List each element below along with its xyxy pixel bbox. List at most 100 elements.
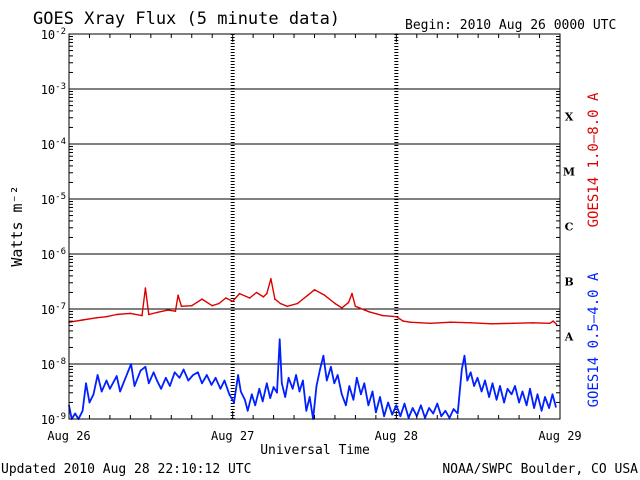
data-point bbox=[341, 393, 343, 396]
data-point bbox=[552, 320, 554, 322]
data-point bbox=[237, 374, 239, 376]
data-point bbox=[345, 404, 347, 407]
data-point bbox=[124, 378, 126, 381]
plot-frame bbox=[68, 33, 561, 420]
data-point bbox=[141, 314, 143, 317]
data-point bbox=[197, 371, 199, 374]
data-point bbox=[375, 411, 377, 414]
y-tick-label: 10-3 bbox=[41, 82, 66, 97]
data-point bbox=[269, 397, 272, 399]
data-point bbox=[210, 384, 213, 386]
data-point bbox=[302, 379, 304, 382]
data-point bbox=[544, 396, 546, 398]
data-point bbox=[214, 377, 217, 379]
y-axis-label: Watts m⁻² bbox=[8, 185, 26, 266]
y-axis-ticks: 10-2 10-3 10-4 10-5 10-6 10-7 10-8 10-9 bbox=[41, 27, 560, 427]
y-tick-label: 10-4 bbox=[41, 137, 66, 152]
data-point bbox=[244, 399, 246, 401]
data-point bbox=[399, 415, 402, 418]
data-point bbox=[81, 319, 84, 321]
data-point bbox=[403, 402, 406, 405]
data-point bbox=[402, 320, 405, 322]
data-point bbox=[555, 406, 557, 408]
data-point bbox=[258, 388, 261, 390]
data-point bbox=[148, 313, 150, 316]
data-point bbox=[223, 379, 226, 382]
data-point bbox=[231, 300, 234, 303]
data-point bbox=[248, 297, 251, 299]
data-point bbox=[330, 366, 332, 368]
data-point bbox=[411, 407, 414, 409]
data-point bbox=[466, 379, 469, 382]
data-point bbox=[436, 402, 439, 405]
y-tick-label: 10-5 bbox=[41, 192, 66, 207]
data-point bbox=[100, 390, 103, 393]
data-point bbox=[119, 390, 121, 393]
data-point bbox=[440, 415, 443, 418]
data-point bbox=[456, 412, 459, 415]
data-point bbox=[144, 287, 147, 289]
data-point bbox=[206, 374, 208, 376]
data-point bbox=[463, 354, 466, 357]
x-tick-label: Aug 29 bbox=[538, 429, 581, 443]
data-point bbox=[470, 322, 473, 324]
data-point bbox=[219, 388, 222, 390]
y-tick-label: 10-2 bbox=[41, 27, 66, 42]
data-point bbox=[476, 377, 479, 379]
data-point bbox=[246, 410, 249, 412]
data-point bbox=[81, 410, 84, 412]
data-point bbox=[333, 382, 336, 385]
x-axis-label: Universal Time bbox=[260, 443, 370, 458]
data-point bbox=[295, 374, 297, 376]
grid-layer bbox=[69, 34, 560, 419]
data-point bbox=[352, 399, 355, 401]
data-point bbox=[240, 390, 242, 393]
data-point bbox=[371, 390, 374, 393]
data-point bbox=[351, 292, 353, 295]
data-point bbox=[211, 304, 213, 307]
flare-class-label: X bbox=[565, 111, 574, 124]
data-point bbox=[432, 412, 435, 415]
data-point bbox=[298, 390, 301, 393]
data-point bbox=[274, 298, 276, 300]
data-point bbox=[420, 404, 422, 407]
data-point bbox=[139, 369, 142, 372]
data-point bbox=[491, 382, 494, 385]
data-point bbox=[383, 415, 385, 418]
data-point bbox=[178, 377, 181, 379]
series-layer bbox=[68, 278, 558, 420]
data-point bbox=[319, 368, 321, 371]
data-point bbox=[305, 410, 308, 412]
data-point bbox=[469, 371, 472, 374]
begin-time: Begin: 2010 Aug 26 0000 UTC bbox=[405, 18, 616, 33]
data-point bbox=[363, 382, 366, 385]
data-point bbox=[92, 393, 95, 396]
data-point bbox=[360, 393, 362, 396]
data-point bbox=[105, 315, 108, 318]
data-point bbox=[444, 410, 447, 412]
x-axis-ticks: Aug 26 Aug 27 Aug 28 Aug 29 bbox=[47, 34, 582, 443]
data-point bbox=[313, 289, 316, 291]
data-point bbox=[322, 354, 325, 357]
data-point bbox=[266, 382, 268, 385]
data-point bbox=[511, 322, 514, 325]
data-point bbox=[334, 302, 336, 305]
data-point bbox=[238, 292, 241, 295]
data-point bbox=[510, 393, 513, 396]
flare-class-label: A bbox=[564, 331, 574, 344]
legend-series-long: GOES14 1.0–8.0 A bbox=[586, 92, 602, 227]
data-point bbox=[529, 388, 531, 390]
data-point bbox=[448, 417, 451, 419]
data-point bbox=[450, 321, 452, 324]
data-point bbox=[225, 297, 227, 299]
data-point bbox=[173, 371, 176, 374]
data-point bbox=[88, 401, 91, 404]
data-point bbox=[129, 312, 132, 315]
data-point bbox=[551, 393, 554, 396]
y-tick-label: 10-7 bbox=[41, 302, 66, 317]
data-point bbox=[480, 390, 483, 393]
data-point bbox=[326, 379, 328, 382]
data-point bbox=[503, 401, 505, 404]
data-point bbox=[276, 391, 278, 394]
data-point bbox=[395, 315, 398, 318]
